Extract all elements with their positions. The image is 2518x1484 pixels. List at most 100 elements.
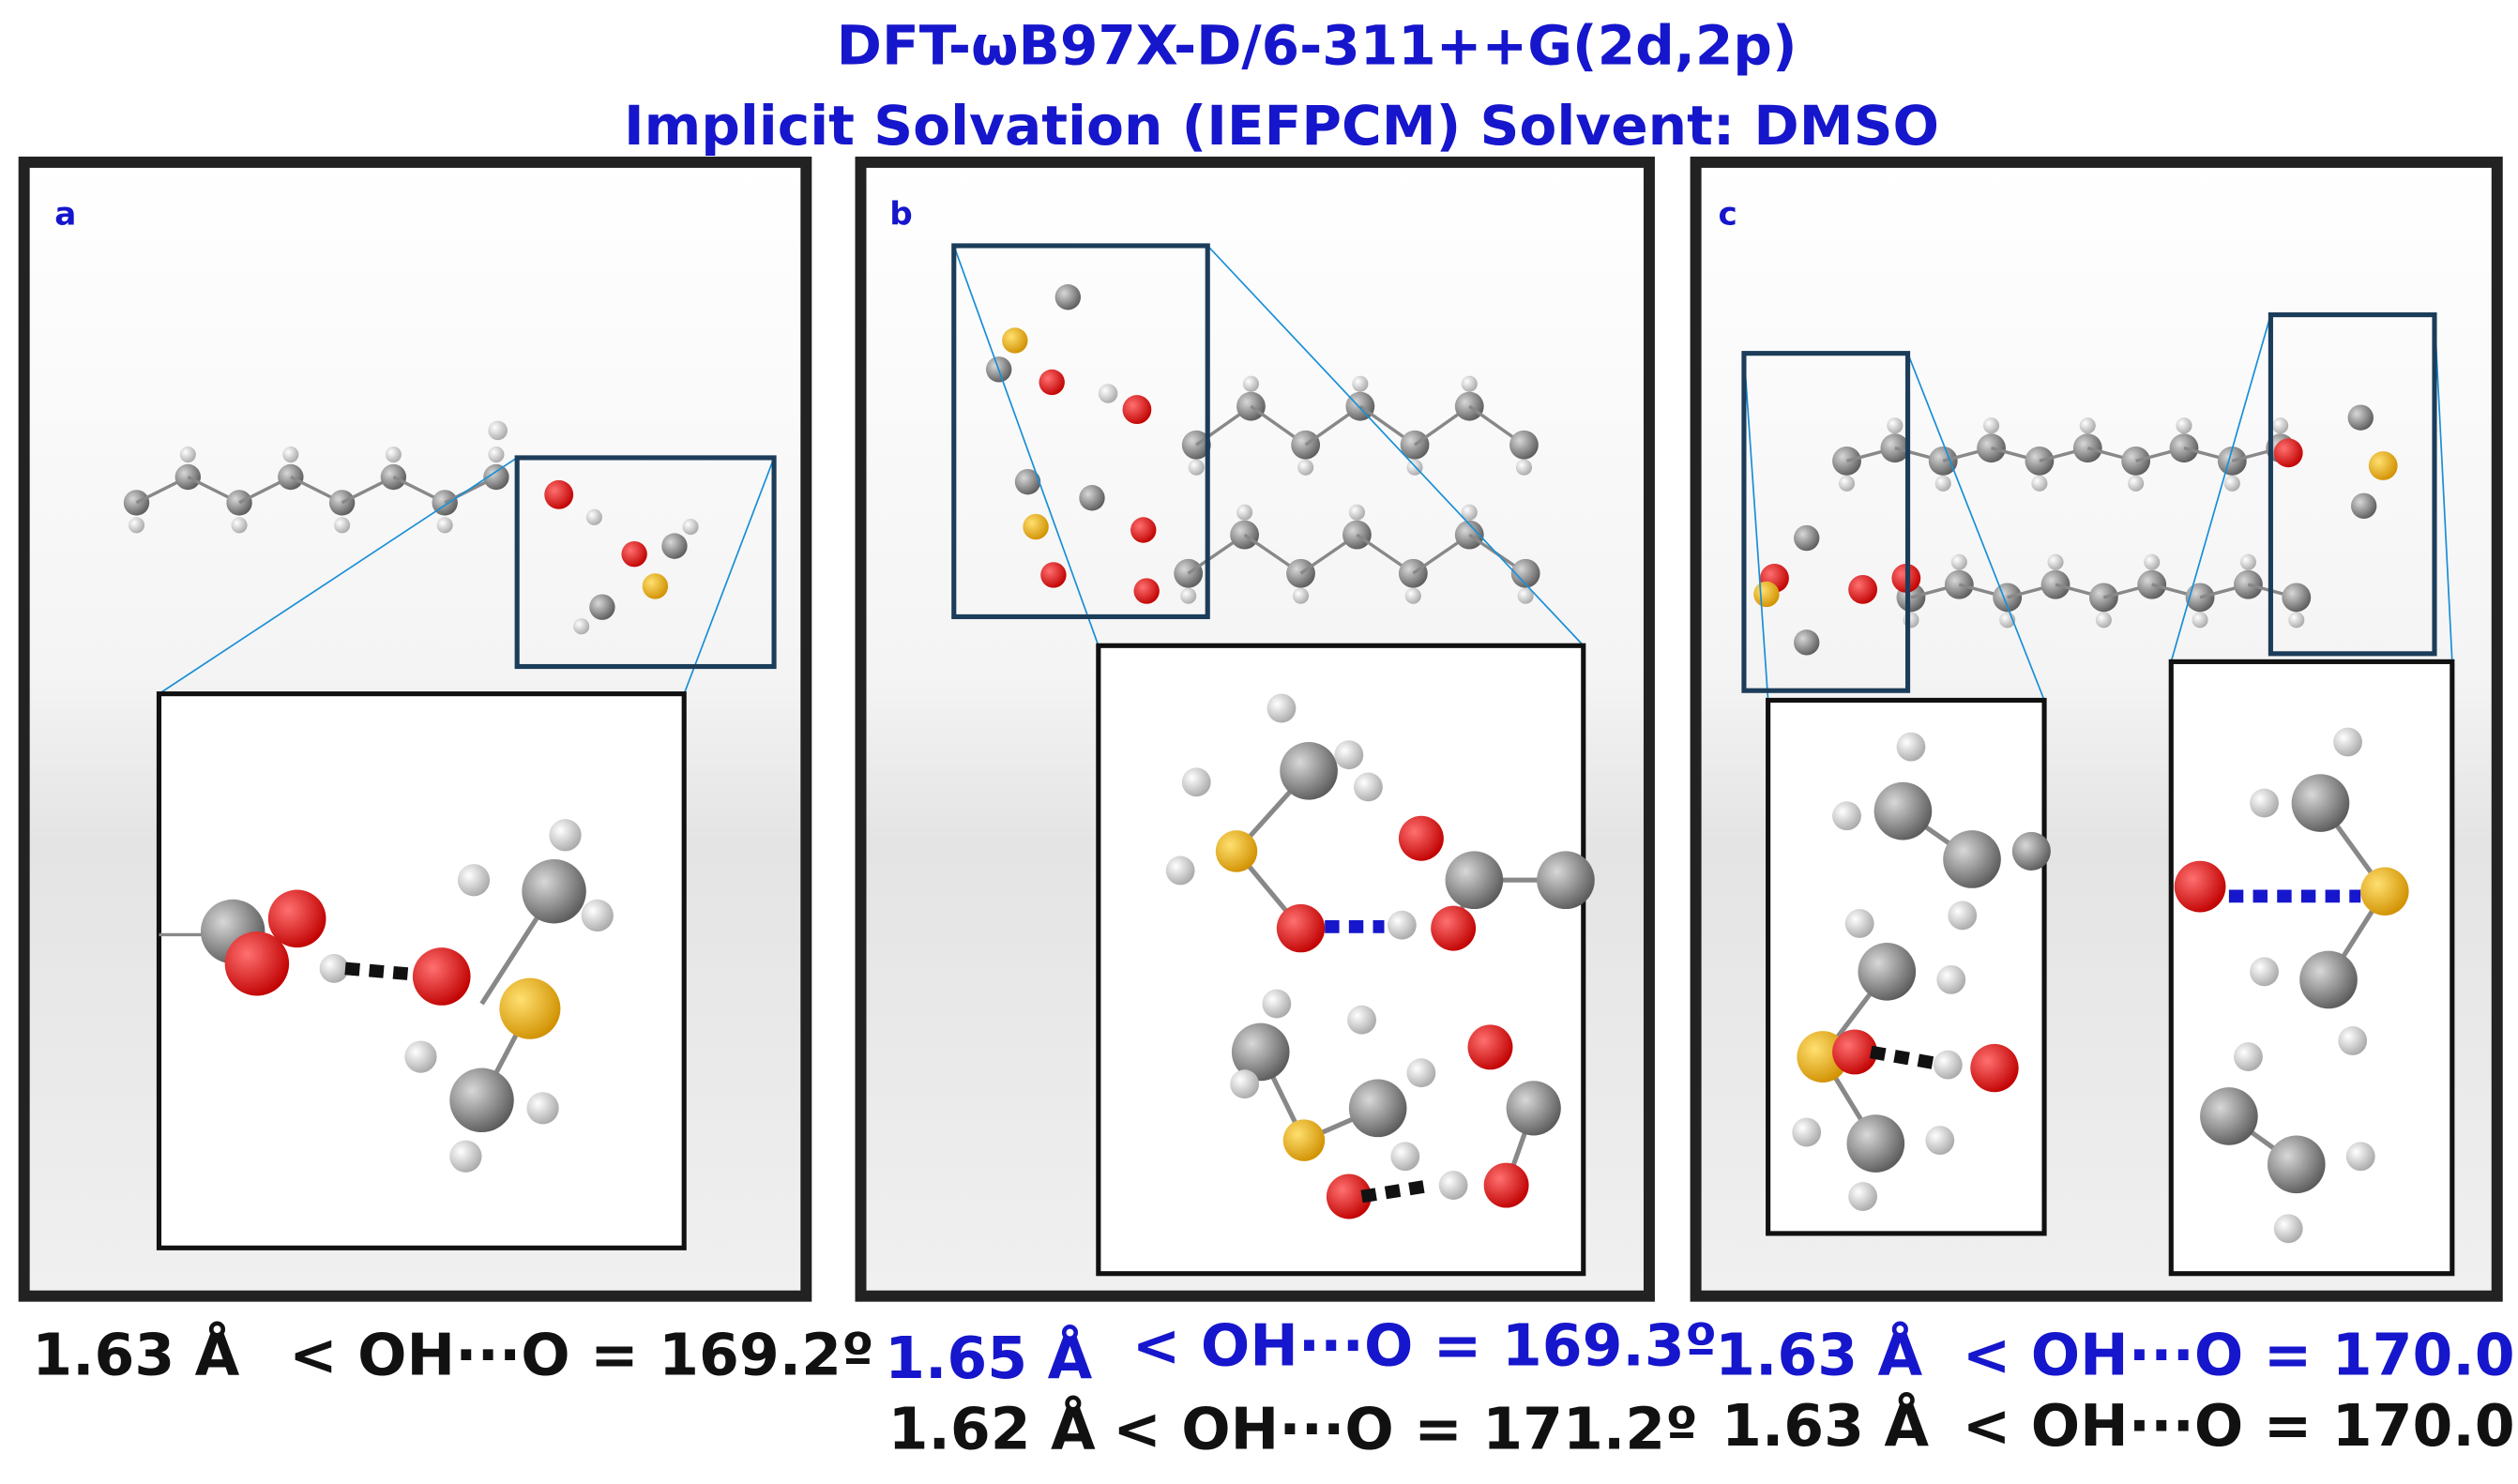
atom (179, 446, 196, 463)
atom (334, 517, 351, 534)
atom (1887, 417, 1904, 434)
atom (1348, 504, 1365, 521)
atom (1122, 395, 1152, 424)
atom (1537, 851, 1595, 910)
atom (2144, 553, 2161, 570)
atom (1242, 375, 1259, 392)
atom (2200, 1087, 2258, 1145)
atom (589, 594, 615, 620)
atom (1297, 459, 1314, 476)
angle: < OH···O = 171.2º (1113, 1395, 1698, 1462)
atom (573, 618, 590, 635)
atom (1832, 1029, 1878, 1075)
atom (1165, 856, 1195, 886)
atom (2223, 475, 2240, 492)
atom (1510, 558, 1540, 588)
atom (2272, 417, 2289, 434)
atom (2176, 417, 2192, 434)
atom (2239, 553, 2256, 570)
atom (1515, 459, 1532, 476)
atom (231, 517, 248, 534)
atom (282, 446, 299, 463)
atom (2291, 774, 2350, 832)
atom (1236, 504, 1253, 521)
panel-label: b (889, 196, 912, 234)
atom (457, 864, 491, 897)
atom (449, 1068, 514, 1133)
zoom-line (683, 457, 775, 694)
atom (1133, 578, 1160, 604)
atom (1832, 801, 1861, 831)
atom (1347, 1005, 1376, 1035)
atom (1846, 1114, 1905, 1173)
distance: 1.63 Å (32, 1321, 239, 1389)
atom (2273, 1214, 2303, 1244)
atom (2288, 612, 2305, 628)
atom (488, 420, 508, 441)
atom (1970, 1043, 2019, 1093)
atom (1188, 459, 1205, 476)
atom (1130, 517, 1157, 543)
atom (2267, 1135, 2326, 1194)
atom (319, 954, 349, 983)
atom (1326, 1174, 1372, 1219)
atom (1180, 587, 1197, 604)
atom (1848, 574, 1878, 604)
atom (2250, 957, 2279, 987)
zoom-line (158, 457, 518, 695)
atom (661, 533, 688, 559)
atom (2234, 1042, 2263, 1071)
atom (488, 446, 505, 463)
atom (544, 479, 574, 509)
atom (1431, 905, 1477, 951)
atom (1334, 740, 1364, 770)
atom (1404, 587, 1421, 604)
inset-molecules (159, 693, 2409, 1244)
atom (2350, 492, 2377, 520)
atom (1215, 830, 1258, 872)
title: DFT-ωB97X-D/6-311++G(2d,2p) (837, 13, 1797, 77)
atom (449, 1140, 482, 1173)
atom (2095, 612, 2112, 628)
atom (1950, 553, 1967, 570)
atom (1231, 1022, 1290, 1082)
atom (1838, 475, 1856, 492)
atom (2047, 553, 2064, 570)
atom (1406, 1058, 1436, 1088)
atom (1174, 558, 1204, 588)
atom (1848, 1182, 1878, 1211)
zoom-box (514, 455, 777, 670)
distance: 1.62 Å (888, 1394, 1096, 1462)
atom (1387, 910, 1417, 940)
atom (1023, 513, 1049, 540)
atom (2345, 1142, 2375, 1172)
angle: < OH···O = 170.0º (1963, 1322, 2518, 1389)
atom (1753, 581, 1780, 608)
atom (1292, 587, 1310, 604)
zoom-box (2268, 312, 2437, 657)
atom (1267, 693, 1297, 723)
atom (2011, 831, 2051, 871)
atom (404, 1040, 437, 1073)
atom (549, 819, 582, 852)
zoom-line (952, 245, 1100, 646)
atom (1461, 375, 1478, 392)
atom (1948, 901, 1978, 931)
atom (1280, 742, 1338, 800)
atom (1079, 485, 1105, 511)
atom (2250, 788, 2279, 818)
atom (2338, 1026, 2368, 1055)
panel-label: a (54, 196, 76, 234)
atom (522, 858, 586, 924)
atom (1438, 1171, 1468, 1200)
angle: < OH···O = 170.0º (1963, 1392, 2518, 1460)
atom (1936, 964, 1966, 994)
atom (682, 519, 699, 536)
atom (2031, 475, 2048, 492)
zoom-line (2170, 314, 2272, 662)
atom (224, 931, 290, 996)
atom (128, 517, 145, 534)
atom (2192, 612, 2208, 628)
